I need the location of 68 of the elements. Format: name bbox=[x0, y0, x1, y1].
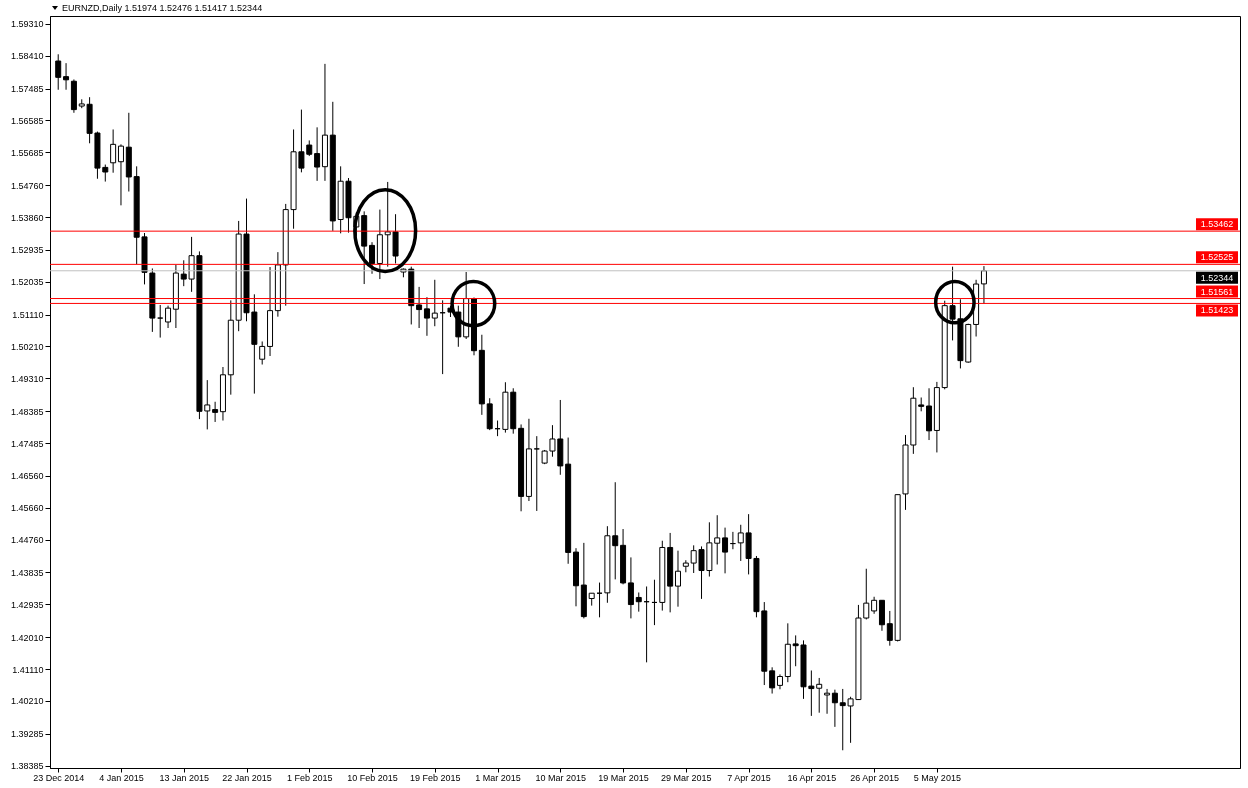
ref-line-label: 1.52344 bbox=[1200, 272, 1234, 283]
candlestick bbox=[63, 62, 70, 91]
y-tick-label: 1.58410 bbox=[10, 51, 44, 62]
x-tick-label: 22 Jan 2015 bbox=[222, 772, 272, 783]
x-tick-label: 23 Dec 2014 bbox=[33, 772, 85, 783]
candlestick bbox=[157, 304, 164, 339]
candlestick bbox=[369, 241, 376, 275]
candlestick bbox=[314, 126, 321, 182]
y-tick-label: 1.55685 bbox=[10, 147, 44, 158]
candlestick bbox=[212, 401, 219, 423]
candlestick bbox=[722, 527, 729, 574]
candlestick bbox=[431, 279, 438, 327]
candlestick bbox=[259, 340, 266, 366]
candlestick bbox=[980, 265, 987, 305]
ref-line-label: 1.51423 bbox=[1200, 305, 1234, 316]
y-tick-label: 1.52035 bbox=[10, 277, 44, 288]
candlestick bbox=[423, 296, 430, 337]
candlestick bbox=[533, 435, 540, 512]
y-tick-label: 1.39285 bbox=[10, 729, 44, 740]
y-tick-label: 1.43835 bbox=[10, 567, 44, 578]
y-tick-label: 1.50210 bbox=[10, 341, 44, 352]
y-tick-label: 1.57485 bbox=[10, 84, 44, 95]
candlestick bbox=[55, 53, 62, 91]
x-tick-label: 10 Feb 2015 bbox=[347, 772, 398, 783]
candlestick bbox=[769, 666, 776, 695]
candlestick bbox=[635, 592, 642, 613]
chart-title: EURNZD,Daily 1.51974 1.52476 1.51417 1.52344 bbox=[62, 3, 263, 13]
x-tick-label: 7 Apr 2015 bbox=[727, 772, 771, 783]
x-tick-label: 5 May 2015 bbox=[913, 772, 961, 783]
candlestick bbox=[831, 689, 838, 728]
y-tick-label: 1.47485 bbox=[10, 438, 44, 449]
x-tick-label: 4 Jan 2015 bbox=[99, 772, 144, 783]
ref-line-label: 1.53462 bbox=[1200, 219, 1234, 230]
y-tick-label: 1.45660 bbox=[10, 503, 44, 514]
x-tick-label: 29 Mar 2015 bbox=[661, 772, 712, 783]
x-tick-label: 26 Apr 2015 bbox=[850, 772, 899, 783]
candlestick bbox=[416, 286, 423, 329]
y-tick-label: 1.52935 bbox=[10, 245, 44, 256]
x-tick-label: 10 Mar 2015 bbox=[535, 772, 587, 783]
candlestick bbox=[674, 550, 681, 608]
candlestick bbox=[824, 688, 831, 715]
y-tick-label: 1.46560 bbox=[10, 471, 44, 482]
x-tick-label: 19 Mar 2015 bbox=[598, 772, 649, 783]
ref-line-label: 1.51561 bbox=[1200, 286, 1234, 297]
candlestick bbox=[627, 556, 634, 619]
x-tick-label: 1 Mar 2015 bbox=[475, 772, 521, 783]
y-tick-label: 1.56585 bbox=[10, 115, 44, 126]
candlestick bbox=[117, 143, 124, 206]
y-tick-label: 1.53860 bbox=[10, 212, 44, 223]
x-tick-label: 1 Feb 2015 bbox=[286, 772, 333, 783]
candlestick bbox=[110, 128, 117, 174]
y-tick-label: 1.42010 bbox=[10, 632, 44, 643]
candlestick bbox=[165, 305, 172, 329]
y-tick-label: 1.59310 bbox=[10, 19, 44, 30]
x-tick-label: 19 Feb 2015 bbox=[410, 772, 461, 783]
y-tick-label: 1.49310 bbox=[10, 373, 44, 384]
candlestick bbox=[886, 610, 893, 647]
y-tick-label: 1.48385 bbox=[10, 406, 44, 417]
y-tick-label: 1.41110 bbox=[12, 664, 44, 675]
ref-line-label: 1.52525 bbox=[1200, 252, 1234, 263]
y-tick-label: 1.42935 bbox=[10, 599, 44, 610]
y-tick-label: 1.51110 bbox=[12, 310, 44, 321]
x-tick-label: 13 Jan 2015 bbox=[159, 772, 210, 783]
y-tick-label: 1.40210 bbox=[10, 696, 44, 707]
y-tick-label: 1.44760 bbox=[10, 535, 44, 546]
x-tick-label: 16 Apr 2015 bbox=[787, 772, 837, 783]
y-tick-label: 1.54760 bbox=[10, 180, 44, 191]
y-tick-label: 1.38385 bbox=[10, 761, 44, 772]
